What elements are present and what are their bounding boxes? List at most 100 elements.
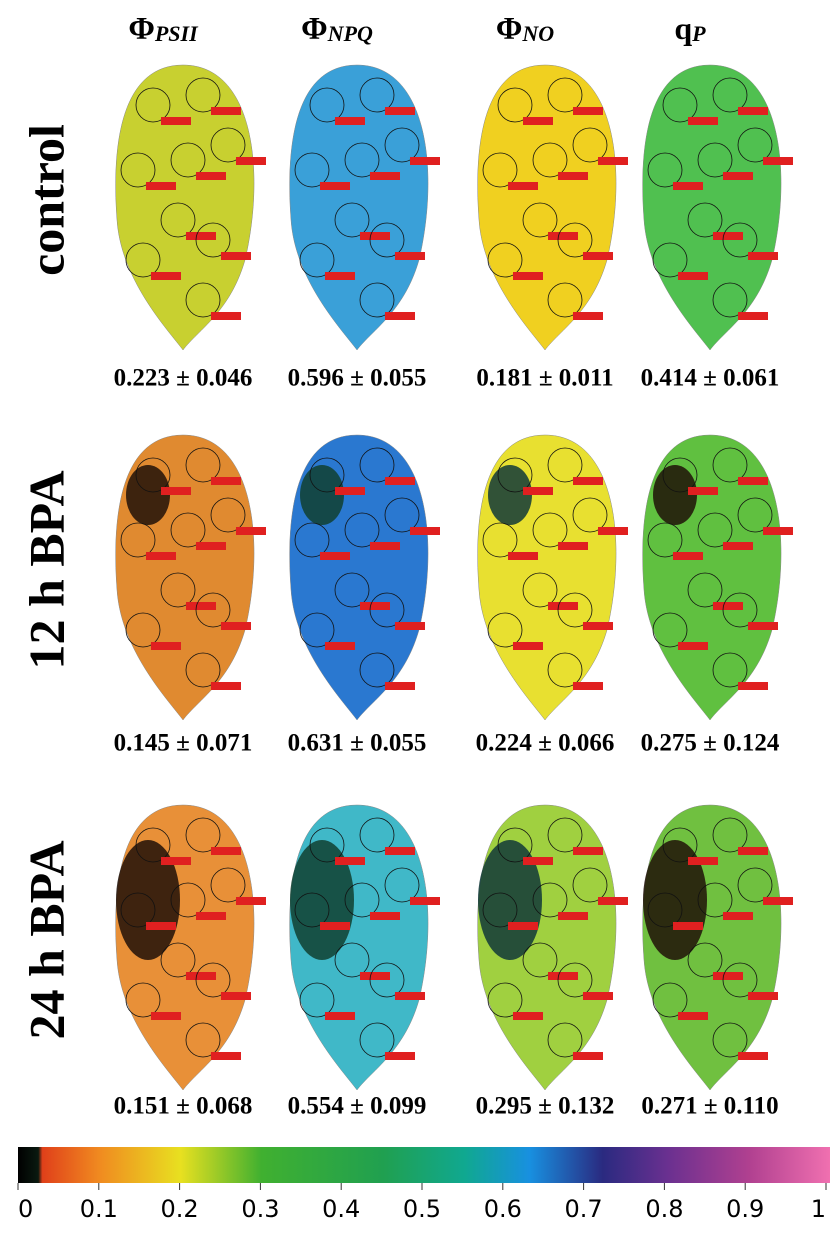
roi-tag: [151, 272, 181, 280]
roi-tag: [335, 487, 365, 495]
colorbar: [18, 1147, 830, 1183]
roi-tag: [410, 527, 440, 535]
roi-tag: [161, 857, 191, 865]
roi-tag: [236, 897, 266, 905]
roi-tag: [573, 107, 603, 115]
roi-tag: [385, 1052, 415, 1060]
roi-tag: [360, 232, 390, 240]
roi-tag: [558, 912, 588, 920]
roi-tag: [320, 922, 350, 930]
leaf-image: [290, 65, 440, 350]
tick-label: 1: [811, 1195, 826, 1223]
roi-tag: [583, 622, 613, 630]
roi-tag: [738, 682, 768, 690]
tick-label: 0.5: [403, 1195, 441, 1223]
roi-tag: [211, 847, 241, 855]
roi-tag: [548, 972, 578, 980]
roi-tag: [723, 912, 753, 920]
roi-tag: [236, 527, 266, 535]
roi-tag: [186, 232, 216, 240]
roi-tag: [325, 272, 355, 280]
cell-value: 0.275 ± 0.124: [641, 730, 780, 757]
leaf-image: [478, 805, 628, 1090]
roi-tag: [410, 897, 440, 905]
roi-tag: [678, 1012, 708, 1020]
roi-tag: [713, 972, 743, 980]
roi-tag: [360, 972, 390, 980]
roi-tag: [146, 182, 176, 190]
cell-value: 0.224 ± 0.066: [476, 730, 615, 757]
roi-tag: [673, 552, 703, 560]
roi-tag: [325, 1012, 355, 1020]
roi-tag: [513, 272, 543, 280]
roi-tag: [161, 117, 191, 125]
figure: ΦPSIIΦNPQΦNOqPcontrol0.223 ± 0.0460.596 …: [0, 0, 836, 1228]
roi-tag: [211, 107, 241, 115]
roi-tag: [598, 157, 628, 165]
roi-tag: [370, 912, 400, 920]
roi-tag: [523, 487, 553, 495]
roi-tag: [211, 312, 241, 320]
header-symbol: Φ: [301, 10, 328, 46]
roi-tag: [738, 1052, 768, 1060]
tick-label: 0.7: [565, 1195, 603, 1223]
roi-tag: [211, 682, 241, 690]
leaf-image: [116, 435, 266, 720]
leaf-image: [116, 805, 266, 1090]
page: {"columns": [ {"symbol": "Φ", "subscript…: [0, 0, 836, 1233]
header-symbol: Φ: [128, 10, 155, 46]
roi-tag: [738, 477, 768, 485]
roi-tag: [748, 992, 778, 1000]
tick-label: 0.6: [484, 1195, 522, 1223]
roi-tag: [598, 527, 628, 535]
roi-tag: [385, 107, 415, 115]
roi-tag: [395, 252, 425, 260]
leaf-image: [116, 65, 266, 350]
roi-tag: [688, 117, 718, 125]
leaf-image: [478, 435, 628, 720]
roi-tag: [678, 272, 708, 280]
roi-tag: [221, 622, 251, 630]
roi-tag: [558, 542, 588, 550]
roi-tag: [325, 642, 355, 650]
roi-tag: [763, 527, 793, 535]
roi-tag: [410, 157, 440, 165]
roi-tag: [335, 117, 365, 125]
roi-tag: [385, 477, 415, 485]
roi-tag: [385, 682, 415, 690]
row-label: 24 h BPA: [18, 840, 74, 1039]
roi-tag: [320, 552, 350, 560]
roi-tag: [151, 1012, 181, 1020]
row-label: 12 h BPA: [18, 470, 74, 669]
tick-label: 0: [18, 1195, 33, 1223]
roi-tag: [678, 642, 708, 650]
roi-tag: [573, 847, 603, 855]
leaf-image: [643, 435, 793, 720]
roi-tag: [508, 922, 538, 930]
roi-tag: [763, 897, 793, 905]
cell-value: 0.271 ± 0.110: [641, 1093, 778, 1120]
column-header: qP: [674, 10, 706, 46]
leaf-image: [290, 435, 440, 720]
cell-value: 0.554 ± 0.099: [288, 1093, 427, 1120]
cell-value: 0.223 ± 0.046: [114, 365, 253, 392]
roi-tag: [395, 622, 425, 630]
tick-label: 0.9: [726, 1195, 764, 1223]
roi-tag: [548, 602, 578, 610]
roi-tag: [151, 642, 181, 650]
header-symbol: Φ: [496, 10, 523, 46]
roi-tag: [146, 922, 176, 930]
roi-tag: [723, 542, 753, 550]
cell-value: 0.631 ± 0.055: [288, 730, 427, 757]
roi-tag: [673, 182, 703, 190]
roi-tag: [573, 312, 603, 320]
leaf-image: [643, 65, 793, 350]
roi-tag: [713, 232, 743, 240]
roi-tag: [573, 477, 603, 485]
header-subscript: PSII: [154, 21, 199, 46]
cell-value: 0.145 ± 0.071: [114, 730, 253, 757]
roi-tag: [573, 682, 603, 690]
roi-tag: [598, 897, 628, 905]
roi-tag: [221, 252, 251, 260]
column-header: ΦNPQ: [301, 10, 373, 46]
